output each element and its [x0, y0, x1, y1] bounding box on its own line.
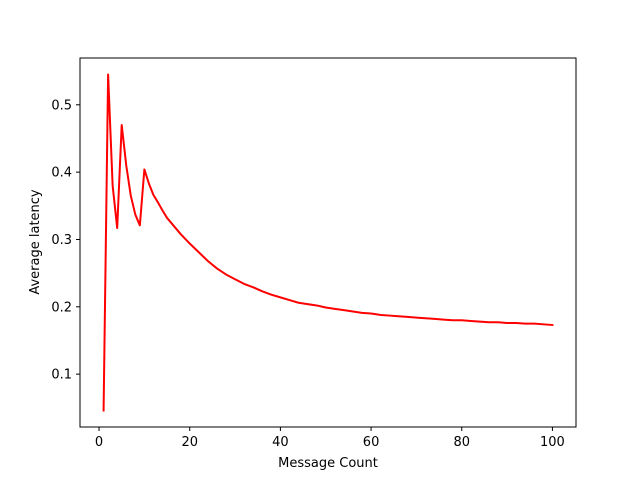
x-tick-label: 100	[540, 435, 565, 450]
y-tick-label: 0.2	[51, 300, 72, 315]
y-tick-label: 0.3	[51, 233, 72, 248]
series-line-1	[102, 73, 554, 412]
x-tick-label: 60	[363, 435, 380, 450]
plot-area	[79, 57, 577, 428]
x-axis-label: Message Count	[278, 456, 378, 471]
plot-frame	[79, 57, 577, 428]
x-tick-label: 20	[181, 435, 198, 450]
x-axis-ticks: 0 20 40 60 80 100	[95, 427, 565, 450]
x-tick-label: 80	[453, 435, 470, 450]
y-tick-label: 0.5	[51, 98, 72, 113]
y-tick-label: 0.4	[51, 166, 72, 181]
x-tick-label: 40	[272, 435, 289, 450]
y-axis-ticks: 0.1 0.2 0.3 0.4 0.5	[51, 98, 80, 383]
y-axis-label: Average latency	[28, 189, 43, 295]
y-tick-label: 0.1	[51, 368, 72, 383]
x-tick-label: 0	[95, 435, 103, 450]
